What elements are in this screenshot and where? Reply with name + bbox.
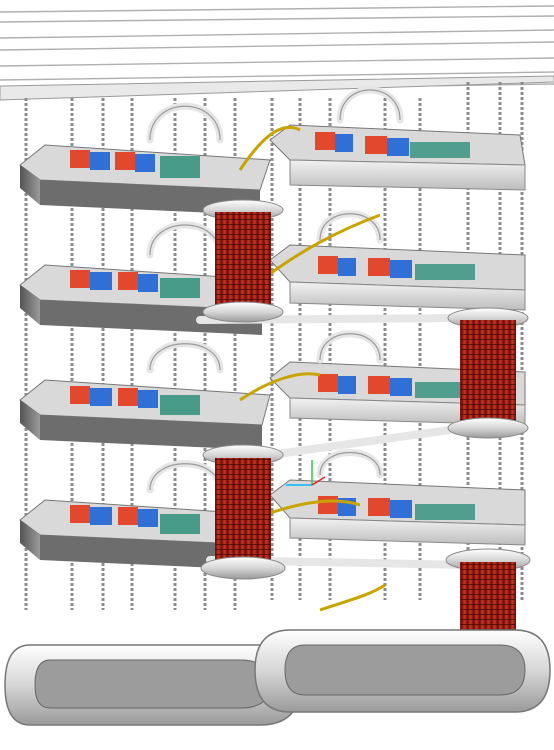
ceiling-structure bbox=[0, 0, 554, 101]
module-row-4 bbox=[19, 479, 526, 570]
axis-gizmo bbox=[286, 460, 326, 486]
reactor-coil-2 bbox=[200, 444, 286, 580]
reactor-coil-1 bbox=[202, 199, 284, 323]
base-ring-left bbox=[4, 644, 301, 726]
reactor-coil-3 bbox=[447, 307, 529, 439]
base-ring-right bbox=[254, 629, 551, 713]
module-row-1 bbox=[19, 124, 526, 215]
